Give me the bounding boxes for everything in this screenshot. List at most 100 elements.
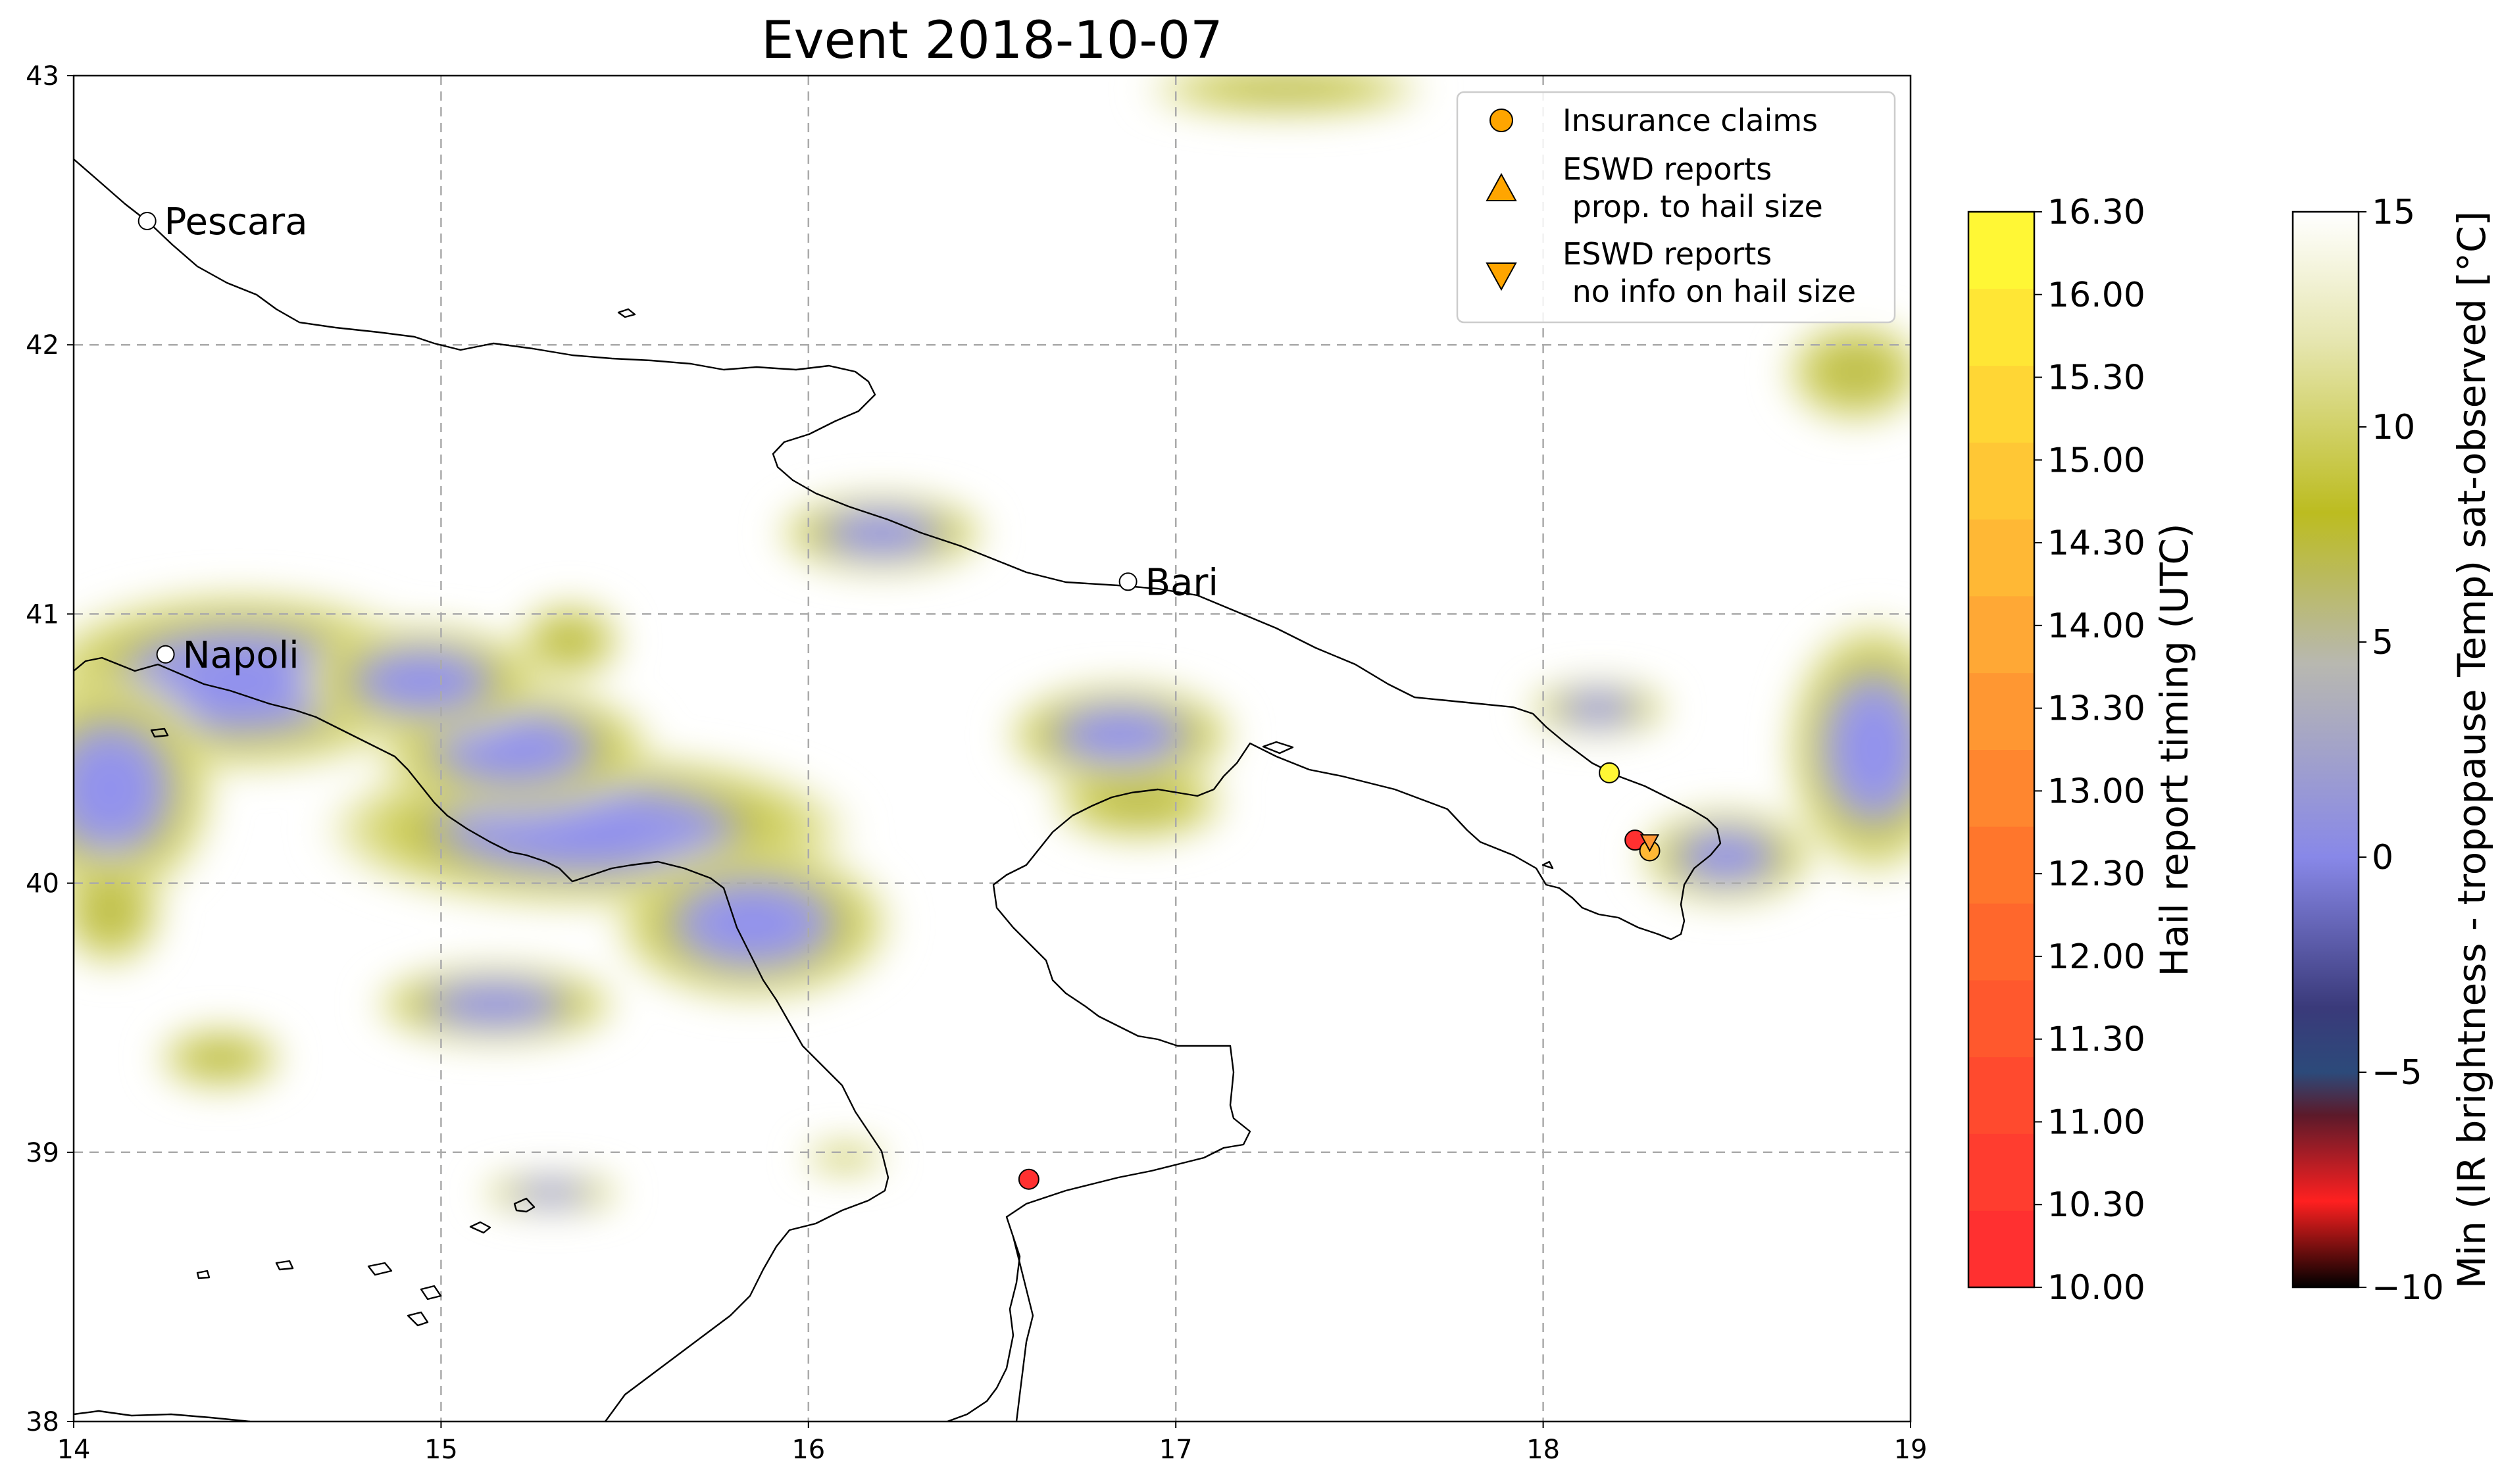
lat-tick-label: 43 bbox=[26, 61, 59, 91]
lat-tick-label: 39 bbox=[26, 1138, 59, 1168]
map-frame bbox=[72, 74, 1912, 1423]
cloud-cell-13 bbox=[1047, 762, 1231, 843]
cloud-cell-4 bbox=[294, 622, 551, 741]
city-marker-icon bbox=[138, 211, 157, 230]
temp-tick-label: −5 bbox=[2372, 1053, 2422, 1093]
timing-colorbar-label: Hail report timing (UTC) bbox=[2152, 523, 2197, 976]
island-1 bbox=[617, 308, 636, 318]
timing-band bbox=[1968, 1056, 2034, 1134]
island-2 bbox=[513, 1197, 536, 1213]
timing-band bbox=[1968, 442, 2034, 520]
island-3 bbox=[469, 1221, 491, 1234]
legend-triangle-up-icon bbox=[1486, 172, 1517, 201]
timing-tick-label: 14.00 bbox=[2047, 606, 2145, 646]
legend-label-eswd-size-1: ESWD reports bbox=[1563, 151, 1772, 187]
hail-report-claim-0 bbox=[1599, 762, 1620, 783]
timing-tick-label: 10.00 bbox=[2047, 1268, 2145, 1308]
island-9 bbox=[150, 728, 169, 738]
colorbar-hail-timing: 10.00 10.30 11.00 11.30 12.00 12.30 13.00 13.30… bbox=[1967, 193, 2197, 1308]
cloud-temperature-layer bbox=[74, 76, 1911, 1212]
timing-band bbox=[1968, 595, 2034, 674]
city-label: Pescara bbox=[164, 201, 308, 243]
lon-tick-label: 17 bbox=[1159, 1435, 1193, 1465]
lon-tick-label: 16 bbox=[791, 1435, 825, 1465]
timing-band bbox=[1968, 672, 2034, 750]
island-5 bbox=[367, 1262, 393, 1276]
temp-tick-label: 5 bbox=[2372, 623, 2393, 662]
temp-tick-label: 10 bbox=[2372, 408, 2415, 447]
legend-box bbox=[1456, 91, 1896, 324]
temperature-color-ramp bbox=[2293, 212, 2359, 1287]
coastlines bbox=[74, 159, 1722, 1422]
timing-band bbox=[1968, 288, 2034, 366]
timing-band bbox=[1968, 826, 2034, 904]
timing-tick-label: 13.00 bbox=[2047, 772, 2145, 811]
timing-colorbar-ticks: 10.00 10.30 11.00 11.30 12.00 12.30 13.00 13.30… bbox=[2034, 193, 2145, 1308]
map-title: Event 2018-10-07 bbox=[761, 11, 1223, 70]
lon-tick-label: 14 bbox=[57, 1435, 91, 1465]
timing-band bbox=[1968, 365, 2034, 443]
timing-tick-label: 10.30 bbox=[2047, 1185, 2145, 1225]
legend-label-insurance: Insurance claims bbox=[1563, 103, 1818, 138]
timing-tick-label: 12.30 bbox=[2047, 854, 2145, 894]
timing-band bbox=[1968, 1210, 2034, 1288]
cloud-cell-8 bbox=[74, 851, 166, 970]
temperature-colorbar-frame bbox=[2291, 210, 2360, 1289]
lon-tick-label: 18 bbox=[1526, 1435, 1560, 1465]
timing-color-bands bbox=[1968, 212, 2034, 1288]
cloud-cell-16 bbox=[1782, 614, 1911, 883]
city-label: Bari bbox=[1145, 561, 1218, 604]
cloud-cell-19 bbox=[1139, 76, 1434, 116]
legend: Insurance claims ESWD reports prop. to h… bbox=[1456, 91, 1896, 324]
lon-tick-label: 19 bbox=[1894, 1435, 1928, 1465]
gridlines bbox=[74, 76, 1911, 1422]
legend-circle-icon bbox=[1489, 109, 1513, 132]
legend-triangle-down-icon bbox=[1486, 262, 1517, 291]
cloud-cell-5 bbox=[606, 843, 901, 1004]
cloud-cell-10 bbox=[514, 600, 625, 681]
lat-tick-label: 38 bbox=[26, 1407, 59, 1437]
cloud-cell-9 bbox=[478, 1174, 625, 1212]
tyrrhenian-coastline bbox=[74, 656, 889, 1422]
timing-tick-label: 11.00 bbox=[2047, 1102, 2145, 1142]
timing-band bbox=[1968, 903, 2034, 981]
cloud-cell-17 bbox=[1782, 318, 1911, 426]
timing-tick-label: 15.30 bbox=[2047, 359, 2145, 398]
island-7 bbox=[196, 1270, 211, 1279]
adriatic-coastline bbox=[74, 159, 1722, 1422]
timing-tick-label: 13.30 bbox=[2047, 689, 2145, 729]
hail-reports bbox=[1018, 762, 1661, 1190]
island-6 bbox=[275, 1260, 294, 1271]
city-marker-icon bbox=[1118, 572, 1138, 591]
timing-band bbox=[1968, 979, 2034, 1058]
city-marker-icon bbox=[156, 645, 175, 664]
cloud-cell-11 bbox=[771, 493, 992, 574]
lon-tick-label: 15 bbox=[424, 1435, 458, 1465]
island-11 bbox=[1541, 860, 1554, 870]
city-bari: Bari bbox=[1118, 561, 1218, 604]
colorbar-temperature: −10 −5 0 5 10 15 Min (IR brightness - tropopa… bbox=[2291, 193, 2494, 1308]
calabria-coastline bbox=[1012, 1236, 1034, 1422]
cloud-cell-12 bbox=[999, 681, 1242, 789]
axis-ticks: 14 15 16 17 18 19 38 39 40 41 42 43 bbox=[26, 61, 1927, 1465]
cloud-cell-14 bbox=[1524, 681, 1672, 735]
cloud-cell-7 bbox=[154, 1026, 287, 1091]
timing-band bbox=[1968, 212, 2034, 289]
lat-tick-label: 41 bbox=[26, 599, 59, 630]
hail-report-claim-4 bbox=[1018, 1168, 1039, 1190]
city-pescara: Pescara bbox=[138, 201, 308, 243]
timing-band bbox=[1968, 749, 2034, 827]
sicily-coastline bbox=[74, 1410, 251, 1422]
legend-label-eswd-nosize-2: no info on hail size bbox=[1563, 274, 1856, 309]
lat-tick-label: 40 bbox=[26, 869, 59, 899]
city-label: Napoli bbox=[183, 634, 299, 677]
temp-tick-label: 0 bbox=[2372, 838, 2393, 878]
temp-tick-label: −10 bbox=[2372, 1268, 2444, 1308]
island-10 bbox=[1262, 741, 1294, 754]
legend-label-eswd-size-2: prop. to hail size bbox=[1563, 189, 1823, 224]
timing-colorbar-frame bbox=[1967, 210, 2036, 1289]
cloud-cell-15 bbox=[1635, 808, 1819, 905]
cities: Pescara Napoli Bari bbox=[138, 201, 1218, 677]
lat-tick-label: 42 bbox=[26, 330, 59, 360]
